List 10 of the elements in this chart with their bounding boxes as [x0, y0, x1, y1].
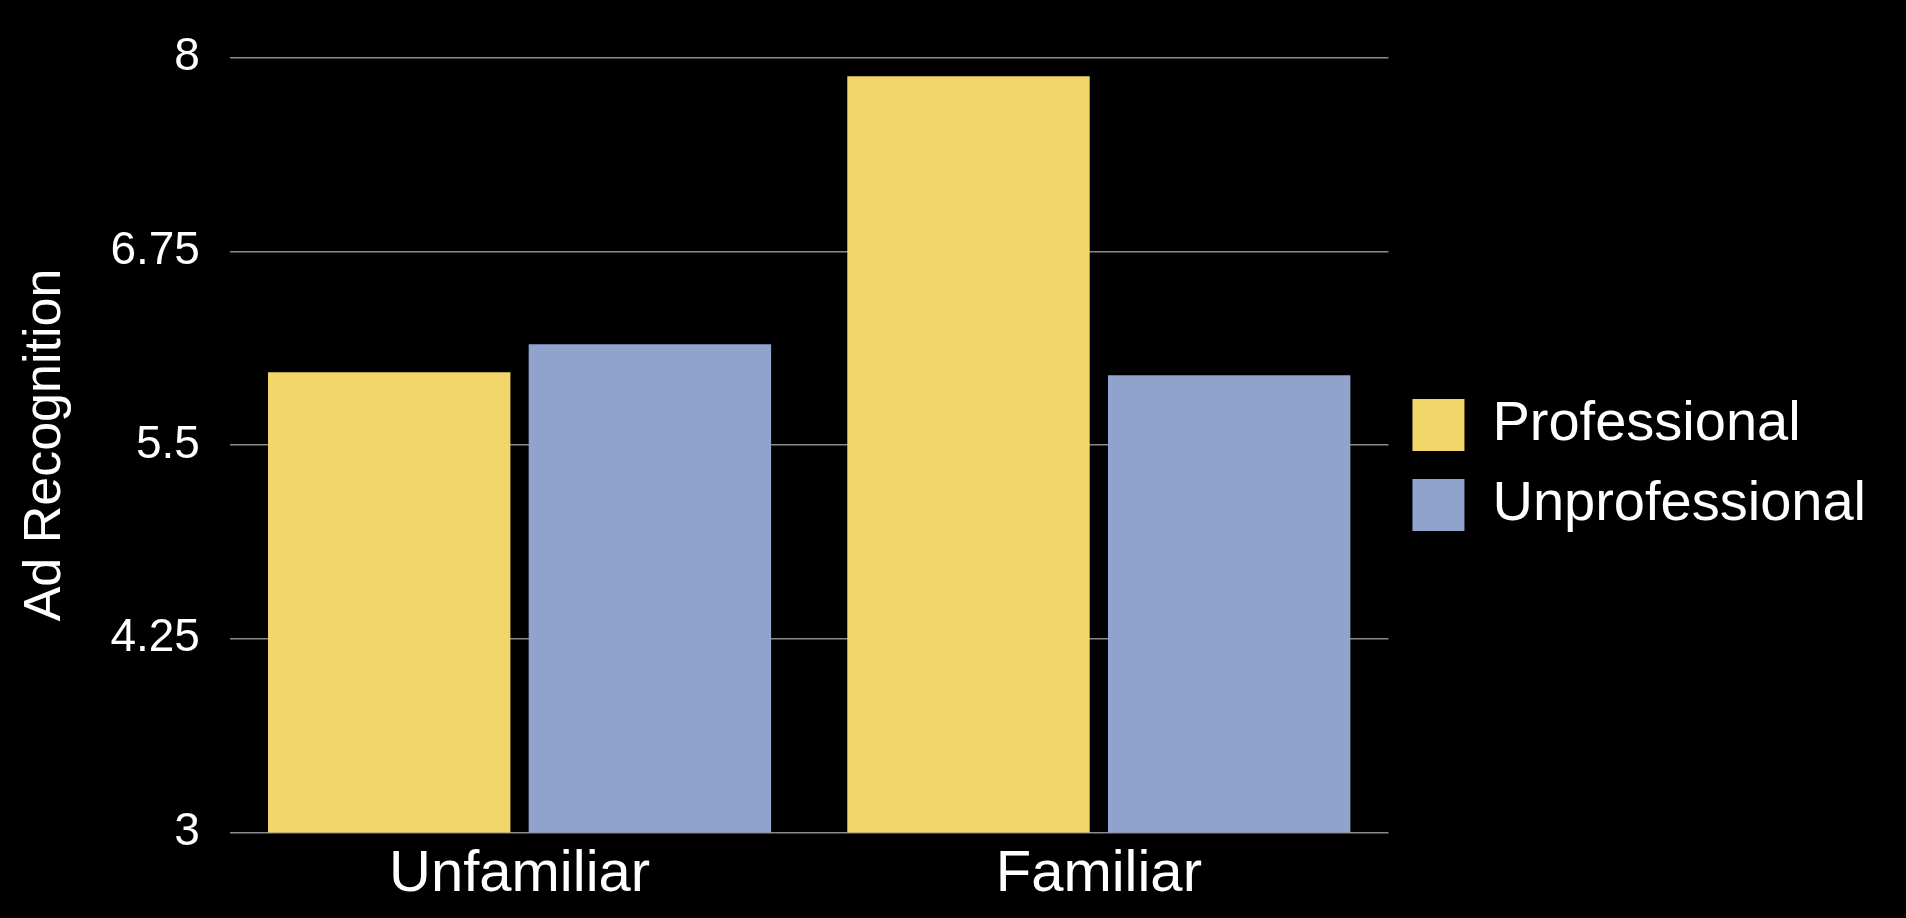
x-tick-label: Unfamiliar: [389, 838, 651, 904]
y-tick-label: 3: [174, 803, 200, 856]
x-tick-label: Familiar: [995, 838, 1202, 904]
y-tick-label: 4.25: [110, 609, 200, 662]
y-tick-label: 8: [174, 28, 200, 81]
legend-label: Unprofessional: [1492, 469, 1866, 533]
y-axis-title: Ad Recognition: [12, 268, 71, 622]
y-tick-label: 6.75: [110, 221, 200, 274]
legend-label: Professional: [1492, 389, 1801, 453]
y-tick-label: 5.5: [135, 415, 200, 468]
